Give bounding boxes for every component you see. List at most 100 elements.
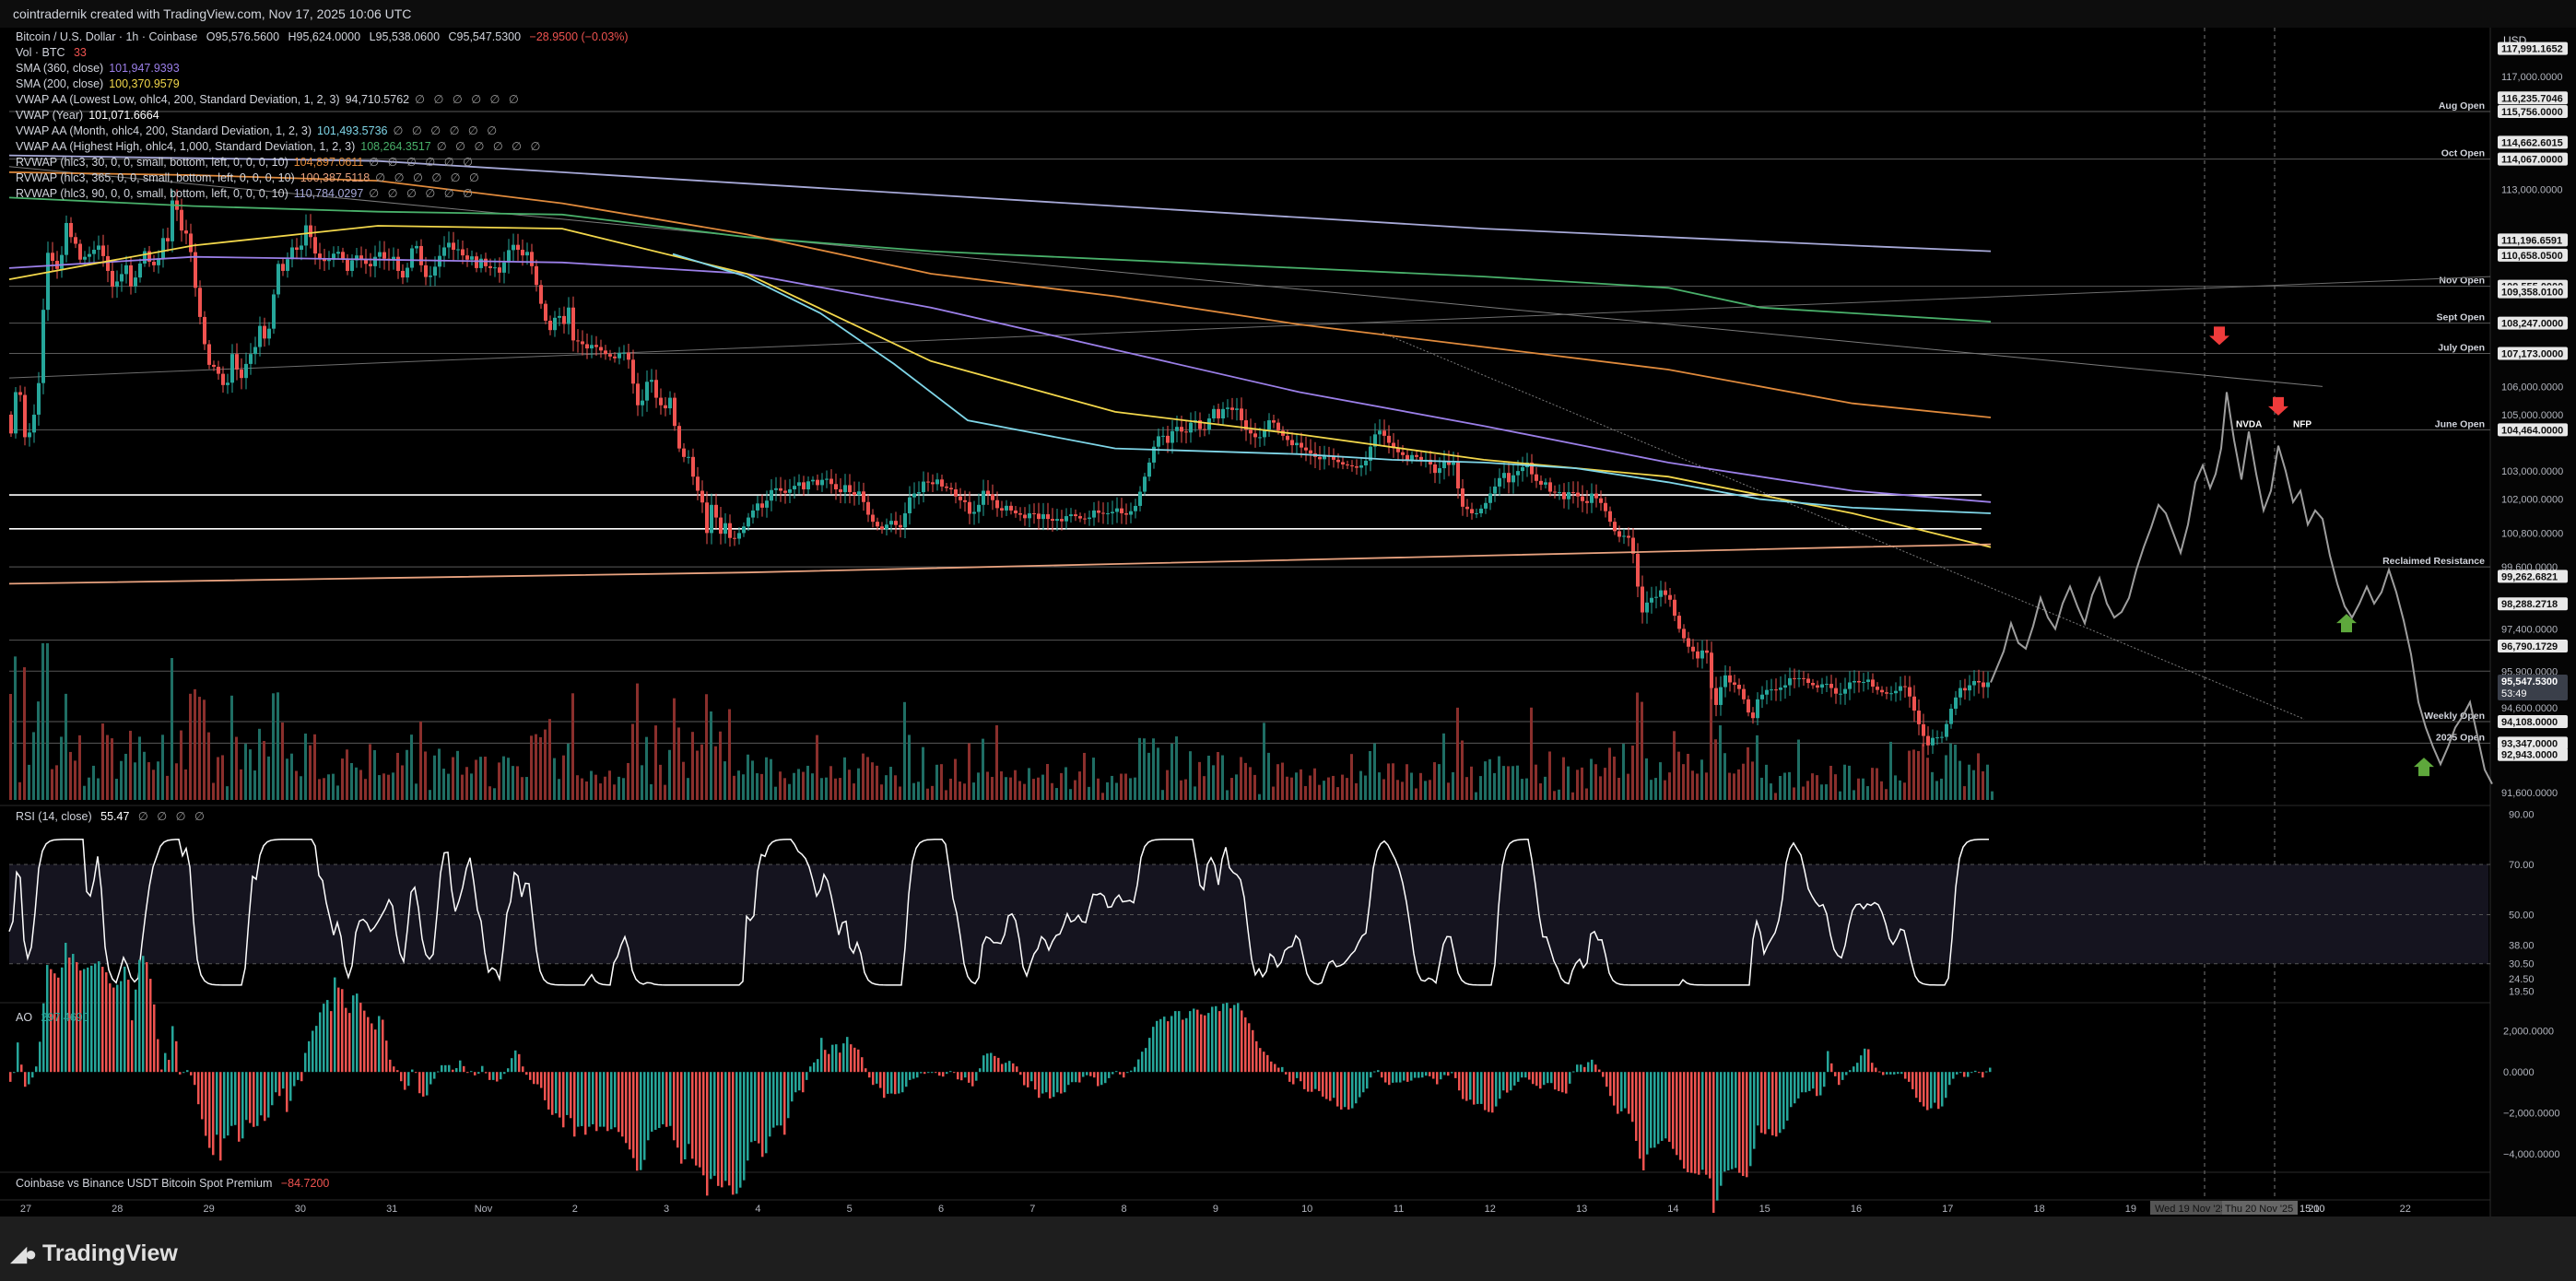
- candle-body: [341, 252, 345, 259]
- legend-indicator[interactable]: VWAP AA (Highest High, ohlc4, 1,000, Sta…: [16, 139, 543, 154]
- candle-body: [608, 354, 612, 357]
- legend-indicator[interactable]: SMA (200, close) 100,370.9579: [16, 76, 180, 91]
- ao-histogram-bar: [1104, 1072, 1107, 1084]
- ao-histogram-bar: [437, 1071, 440, 1073]
- tradingview-logo[interactable]: ◢● TradingView: [11, 1240, 178, 1267]
- volume-bar: [1926, 758, 1929, 800]
- ao-histogram-bar: [131, 1020, 134, 1073]
- candle-body: [1931, 737, 1935, 746]
- legend-indicator[interactable]: VWAP AA (Lowest Low, ohlc4, 200, Standar…: [16, 92, 522, 107]
- ao-histogram-bar: [1550, 1072, 1553, 1084]
- ao-histogram-bar: [673, 1072, 676, 1141]
- candle-body: [1161, 435, 1165, 437]
- volume-bar: [843, 757, 846, 800]
- ao-histogram-bar: [1499, 1072, 1501, 1099]
- candle-body: [816, 479, 819, 486]
- candle-body: [134, 277, 137, 287]
- ao-histogram-bar: [1900, 1072, 1903, 1075]
- trend-line: [1382, 332, 2305, 720]
- legend-ao[interactable]: AO 297.4690: [16, 1010, 89, 1025]
- candle-body: [60, 254, 64, 269]
- volume-bar: [1876, 768, 1878, 800]
- ao-histogram-bar: [1288, 1072, 1291, 1082]
- candle-body: [46, 253, 50, 311]
- ao-histogram-bar: [1753, 1072, 1756, 1149]
- candle-body: [1765, 689, 1769, 695]
- candle-body: [1341, 462, 1345, 464]
- ao-histogram-bar: [496, 1072, 499, 1082]
- candle-body: [1230, 407, 1234, 410]
- volume-bar: [1037, 777, 1040, 800]
- ao-histogram-bar: [429, 1072, 432, 1085]
- candle-body: [1820, 684, 1824, 688]
- volume-bar: [323, 778, 325, 800]
- candle-body: [553, 317, 557, 331]
- candle-body: [839, 488, 842, 493]
- price-axis-tick: 103,000.0000: [2501, 466, 2563, 477]
- indicator-line: [8, 171, 1992, 418]
- volume-bar: [1194, 786, 1196, 800]
- ao-histogram-bar: [1093, 1072, 1096, 1078]
- legend-indicator[interactable]: RVWAP (hlc3, 90, 0, 0, small, bottom, le…: [16, 186, 476, 201]
- ao-histogram-bar: [923, 1072, 926, 1075]
- ao-histogram-bar: [124, 966, 126, 1073]
- ao-histogram-bar: [1576, 1064, 1579, 1073]
- volume-bar: [83, 785, 86, 800]
- candle-body: [1636, 553, 1640, 587]
- legend-main-symbol[interactable]: Bitcoin / U.S. Dollar · 1h · Coinbase O9…: [16, 29, 629, 44]
- volume-bar: [829, 766, 832, 800]
- candle-body: [889, 521, 893, 525]
- ao-histogram-bar: [1115, 1071, 1118, 1073]
- indicator-line: [8, 196, 1992, 323]
- candle-body: [1608, 511, 1612, 523]
- legend-indicator[interactable]: RVWAP (hlc3, 30, 0, 0, small, bottom, le…: [16, 155, 476, 170]
- candle-body: [1447, 461, 1451, 465]
- volume-bar: [88, 777, 90, 800]
- candle-body: [1682, 629, 1686, 639]
- volume-bar: [1922, 744, 1924, 800]
- time-axis-tick: 28: [112, 1204, 123, 1215]
- ao-histogram-bar: [536, 1072, 539, 1085]
- volume-bar: [788, 783, 791, 800]
- legend-spot-premium[interactable]: Coinbase vs Binance USDT Bitcoin Spot Pr…: [16, 1176, 329, 1191]
- volume-bar: [1240, 757, 1242, 800]
- volume-bar: [949, 778, 952, 800]
- legend-indicator[interactable]: VWAP (Year) 101,071.6664: [16, 108, 159, 123]
- volume-bar: [912, 782, 915, 800]
- volume-bar: [1166, 770, 1169, 800]
- rsi-axis-tick: 50.00: [2509, 911, 2535, 922]
- price-badge-label: 93,347.0000: [2501, 738, 2558, 749]
- candle-body: [1590, 493, 1594, 503]
- candle-body: [673, 397, 676, 427]
- legend-indicator[interactable]: SMA (360, close) 101,947.9393: [16, 61, 180, 76]
- candle-body: [1783, 685, 1787, 688]
- candle-body: [1203, 429, 1206, 430]
- candle-body: [1599, 498, 1603, 503]
- legend-indicator[interactable]: VWAP AA (Month, ohlc4, 200, Standard Dev…: [16, 123, 500, 138]
- volume-bar: [120, 760, 123, 800]
- ao-histogram-bar: [1285, 1072, 1288, 1075]
- candle-body: [1272, 420, 1276, 423]
- volume-bar: [1977, 753, 1980, 800]
- candle-body: [1714, 688, 1718, 705]
- ao-histogram-bar: [1650, 1072, 1653, 1148]
- ao-histogram-bar: [533, 1072, 535, 1085]
- candle-body: [677, 426, 681, 449]
- volume-bar: [507, 758, 510, 800]
- legend-volume[interactable]: Vol · BTC 33: [16, 45, 87, 60]
- candle-body: [1488, 493, 1492, 503]
- volume-bar: [590, 770, 593, 800]
- candle-body: [659, 397, 663, 405]
- change-value: −28.9500 (−0.03%): [529, 30, 629, 43]
- candle-body: [1028, 512, 1031, 519]
- volume-bar: [1590, 758, 1593, 800]
- ao-histogram-bar: [326, 1000, 329, 1073]
- candle-body: [124, 264, 128, 275]
- legend-indicator[interactable]: RVWAP (hlc3, 365, 0, 0, small, bottom, l…: [16, 170, 482, 185]
- legend-rsi[interactable]: RSI (14, close) 55.47 ∅ ∅ ∅ ∅: [16, 809, 207, 824]
- ao-histogram-bar: [1303, 1072, 1306, 1089]
- volume-bar: [1853, 790, 1855, 800]
- ao-histogram-bar: [595, 1072, 598, 1132]
- candle-body: [654, 380, 658, 398]
